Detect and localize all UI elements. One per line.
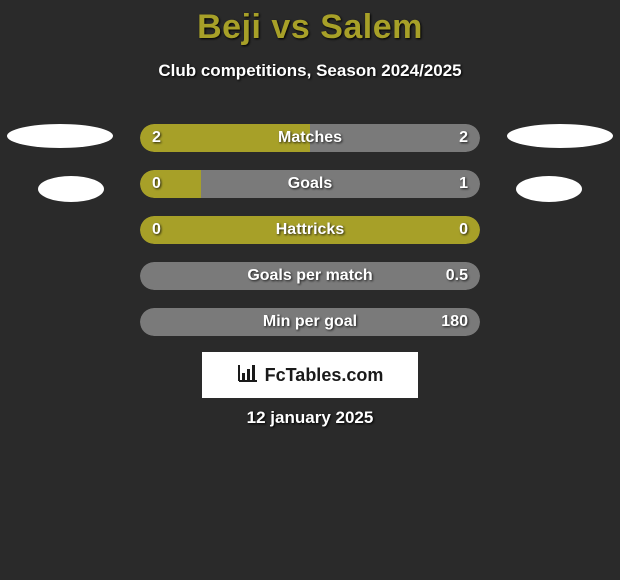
player-right-ellipse-2 <box>516 176 582 202</box>
stat-label: Hattricks <box>140 216 480 244</box>
stat-row: 0.5Goals per match <box>140 262 480 290</box>
stat-row: 22Matches <box>140 124 480 152</box>
brand-text: FcTables.com <box>265 365 384 386</box>
stat-row: 00Hattricks <box>140 216 480 244</box>
stat-label: Min per goal <box>140 308 480 336</box>
player-left-ellipse-2 <box>38 176 104 202</box>
infographic-container: Beji vs Salem Club competitions, Season … <box>0 0 620 580</box>
bar-chart-icon <box>237 363 259 388</box>
stat-row: 01Goals <box>140 170 480 198</box>
page-date: 12 january 2025 <box>0 408 620 428</box>
player-right-ellipse-1 <box>507 124 613 148</box>
brand-box[interactable]: FcTables.com <box>202 352 418 398</box>
stats-bar-area: 22Matches 01Goals 00Hattricks 0.5Goals per … <box>140 124 480 354</box>
stat-label: Goals per match <box>140 262 480 290</box>
stat-row: 180Min per goal <box>140 308 480 336</box>
stat-label: Goals <box>140 170 480 198</box>
page-subtitle: Club competitions, Season 2024/2025 <box>0 61 620 81</box>
player-left-ellipse-1 <box>7 124 113 148</box>
page-title: Beji vs Salem <box>0 0 620 47</box>
stat-label: Matches <box>140 124 480 152</box>
